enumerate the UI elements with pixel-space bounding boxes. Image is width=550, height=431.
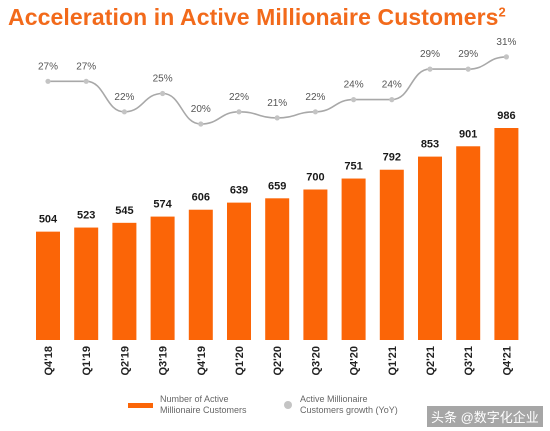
growth-point <box>160 90 166 97</box>
growth-line-layer <box>45 54 509 127</box>
title-footnote: 2 <box>498 4 506 20</box>
bar <box>265 198 290 340</box>
bar-value-label: 901 <box>459 128 477 140</box>
bar <box>188 209 213 340</box>
bar <box>494 128 519 340</box>
bar <box>341 178 366 340</box>
legend-bar-label: Number of Active Millionaire Customers <box>160 394 247 415</box>
category-tick-label: Q1'21 <box>387 346 399 376</box>
growth-label: 31% <box>496 37 516 48</box>
growth-label: 22% <box>114 92 134 103</box>
label-layer: 27% 504 Q4'18 27% 523 Q1'19 22% 545 Q2'19 25% 574 Q… <box>38 37 517 376</box>
category-tick-label: Q1'19 <box>81 346 93 376</box>
bar-value-label: 792 <box>383 152 401 164</box>
growth-point <box>45 78 51 84</box>
category-tick-label: Q3'20 <box>310 346 322 376</box>
growth-point <box>389 97 395 103</box>
legend-line-swatch <box>284 401 292 409</box>
bar-value-label: 659 <box>268 180 286 192</box>
bar-value-label: 523 <box>77 210 95 222</box>
growth-point <box>427 66 433 72</box>
growth-label: 24% <box>344 80 364 91</box>
growth-point <box>121 109 127 115</box>
growth-point <box>503 54 509 60</box>
bar-value-label: 606 <box>192 192 210 204</box>
bar <box>227 202 251 340</box>
category-tick-label: Q3'19 <box>158 346 170 376</box>
growth-label: 29% <box>420 49 440 60</box>
bar-value-label: 700 <box>306 172 324 184</box>
bar-value-label: 986 <box>497 110 515 122</box>
growth-label: 25% <box>153 74 173 85</box>
growth-line <box>48 56 507 125</box>
growth-label: 22% <box>305 92 325 103</box>
growth-label: 24% <box>382 80 402 91</box>
growth-label: 27% <box>38 61 58 72</box>
bar-value-label: 545 <box>115 205 133 217</box>
bar <box>456 146 481 340</box>
chart-title: Acceleration in Active Millionaire Custo… <box>8 4 506 30</box>
growth-label: 20% <box>191 104 211 115</box>
growth-point <box>312 109 318 115</box>
category-tick-label: Q3'21 <box>463 346 475 376</box>
bar <box>36 231 60 340</box>
growth-point <box>274 115 280 121</box>
bar <box>74 227 99 340</box>
bar-value-label: 639 <box>230 185 248 197</box>
legend-line-label: Active Millionaire Customers growth (YoY… <box>300 394 398 415</box>
growth-point <box>198 121 204 127</box>
growth-label: 27% <box>76 61 96 72</box>
bar-layer <box>36 128 519 340</box>
category-tick-label: Q4'18 <box>43 346 55 376</box>
category-tick-label: Q4'20 <box>349 346 361 376</box>
bar <box>303 189 328 340</box>
growth-label: 21% <box>267 98 287 109</box>
growth-label: 22% <box>229 92 249 103</box>
growth-point <box>351 97 357 103</box>
bar <box>150 216 175 340</box>
bar <box>112 222 137 340</box>
category-tick-label: Q4'21 <box>501 346 513 376</box>
legend-bar-swatch <box>128 403 153 408</box>
bar <box>379 169 404 340</box>
bar-value-label: 751 <box>344 161 362 173</box>
bar-value-label: 504 <box>39 214 58 226</box>
category-tick-label: Q1'20 <box>234 346 246 376</box>
category-tick-label: Q2'19 <box>119 346 131 376</box>
growth-point <box>465 66 471 72</box>
growth-label: 29% <box>458 49 478 60</box>
growth-point <box>236 109 242 115</box>
category-tick-label: Q2'21 <box>425 346 437 376</box>
growth-point <box>83 78 89 84</box>
category-tick-label: Q4'19 <box>196 346 208 376</box>
bar <box>418 156 442 340</box>
watermark: 头条 @数字化企业 <box>427 406 543 427</box>
bar-value-label: 574 <box>153 199 172 211</box>
bar-value-label: 853 <box>421 139 439 151</box>
category-tick-label: Q2'20 <box>272 346 284 376</box>
